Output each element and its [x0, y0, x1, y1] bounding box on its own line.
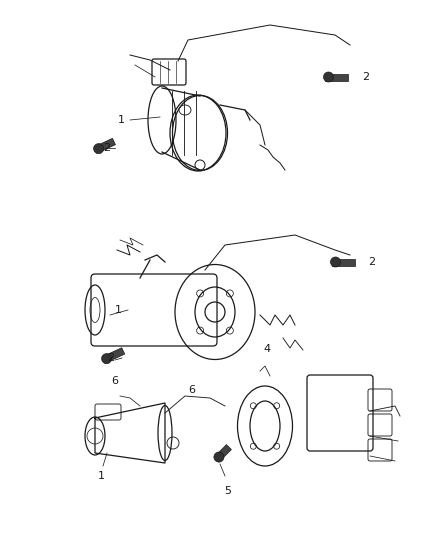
Bar — [214, 445, 231, 462]
Text: 4: 4 — [263, 344, 271, 354]
Bar — [94, 139, 116, 154]
Circle shape — [324, 72, 333, 82]
Text: 6: 6 — [188, 385, 195, 395]
Text: 2: 2 — [368, 257, 375, 267]
Circle shape — [102, 353, 112, 364]
Text: 2: 2 — [107, 353, 114, 363]
Circle shape — [94, 143, 104, 154]
Bar — [332, 259, 355, 265]
Text: 1: 1 — [115, 305, 122, 315]
Circle shape — [331, 257, 340, 267]
Text: 5: 5 — [225, 486, 232, 496]
Text: 6: 6 — [112, 376, 119, 386]
Text: 2: 2 — [362, 72, 369, 82]
Text: 1: 1 — [98, 471, 105, 481]
Text: 1: 1 — [118, 115, 125, 125]
Bar — [102, 348, 125, 364]
Bar — [325, 74, 348, 80]
Circle shape — [214, 452, 224, 462]
Text: 2: 2 — [103, 143, 110, 153]
